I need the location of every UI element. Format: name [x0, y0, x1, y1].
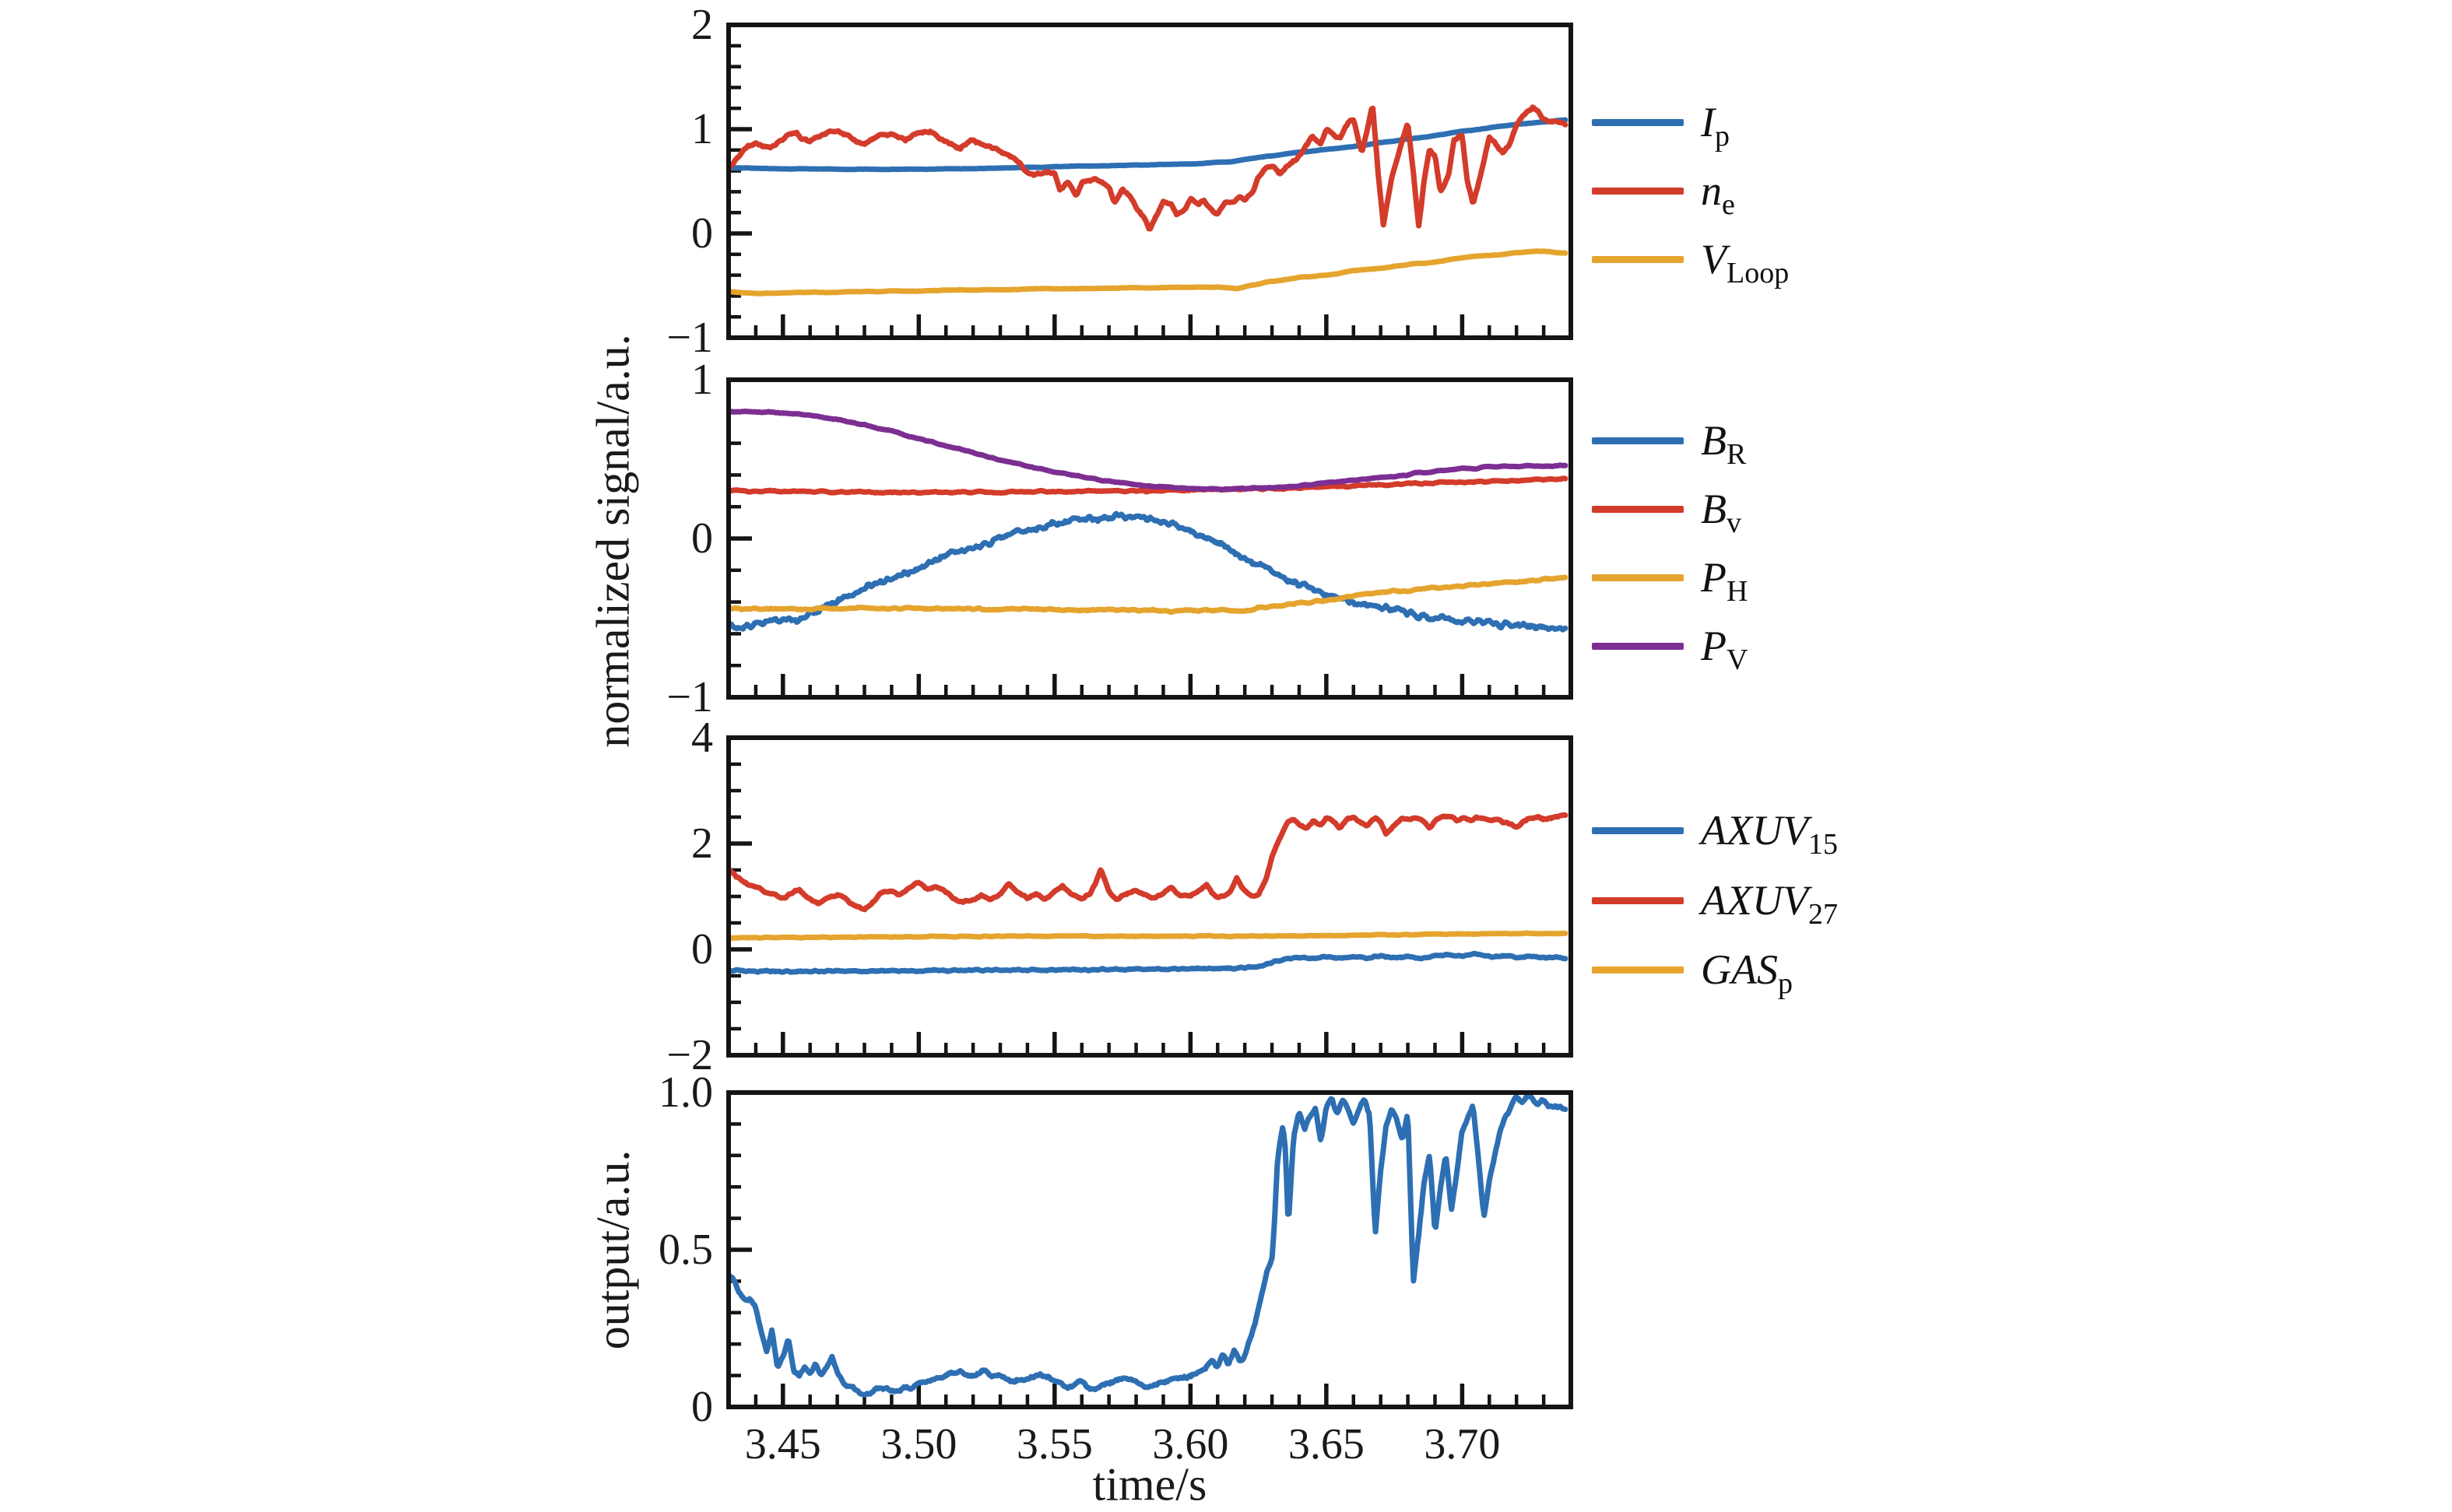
legend-label-axuv27: AXUV27 — [1701, 877, 1838, 931]
legend-line-ip-swatch — [1592, 118, 1684, 126]
legend-label-vloop: VLoop — [1701, 236, 1790, 289]
x-tick-label: 3.70 — [1424, 1420, 1501, 1468]
legend-item-pv: PV — [1592, 621, 1748, 676]
y-tick-label: 0 — [691, 1383, 713, 1431]
legend-label-br: BR — [1701, 417, 1747, 471]
legend-item-ph: PH — [1592, 553, 1748, 608]
x-tick-label: 3.55 — [1016, 1420, 1093, 1468]
legend-line-axuv15-swatch — [1592, 826, 1684, 834]
legend-line-axuv27-swatch — [1592, 896, 1684, 904]
legend-line-br-swatch — [1592, 437, 1684, 444]
legend-label-ip: Ip — [1701, 99, 1730, 153]
y-tick-label: 1 — [691, 105, 713, 153]
legend-label-gasp: GASp — [1701, 946, 1793, 1000]
y-tick-label: 2 — [691, 819, 713, 868]
legend-item-ip: Ip — [1592, 97, 1730, 153]
y-tick-label: 0.5 — [659, 1226, 713, 1274]
y-tick-label: 0 — [691, 514, 713, 563]
legend-line-bv-swatch — [1592, 505, 1684, 513]
legend-item-ne: ne — [1592, 166, 1735, 221]
legend-label-pv: PV — [1701, 623, 1748, 676]
y-tick-label: −1 — [666, 673, 713, 721]
x-tick-label: 3.65 — [1287, 1420, 1365, 1468]
legend-item-axuv27: AXUV27 — [1592, 875, 1838, 931]
legend-label-ph: PH — [1701, 554, 1748, 608]
legend-item-axuv15: AXUV15 — [1592, 805, 1838, 861]
y-tick-label: −1 — [666, 314, 713, 362]
legend-label-bv: Bv — [1701, 486, 1741, 539]
y-tick-label: 0 — [691, 925, 713, 974]
legend-label-ne: ne — [1701, 167, 1735, 221]
y-tick-label: 4 — [691, 714, 713, 762]
x-tick-label: 3.50 — [880, 1420, 957, 1468]
y-tick-label: 0 — [691, 209, 713, 258]
legend-item-vloop: VLoop — [1592, 234, 1790, 289]
y-tick-label: 1.0 — [659, 1068, 713, 1117]
x-tick-label: 3.60 — [1152, 1420, 1229, 1468]
legend-line-gasp-swatch — [1592, 966, 1684, 974]
x-axis-label-time: time/s — [1092, 1458, 1207, 1510]
x-tick-label: 3.45 — [744, 1420, 821, 1468]
y-tick-label: 1 — [691, 356, 713, 404]
legend-label-axuv15: AXUV15 — [1701, 807, 1838, 861]
y-tick-label: 2 — [691, 1, 713, 49]
legend-item-bv: Bv — [1592, 484, 1741, 539]
y-tick-label: −2 — [666, 1031, 713, 1079]
legend-item-gasp: GASp — [1592, 945, 1793, 1000]
legend-item-br: BR — [1592, 416, 1747, 471]
legend-line-ne-swatch — [1592, 187, 1684, 195]
legend-line-pv-swatch — [1592, 642, 1684, 650]
legend-line-vloop-swatch — [1592, 255, 1684, 263]
legend-line-ph-swatch — [1592, 574, 1684, 581]
